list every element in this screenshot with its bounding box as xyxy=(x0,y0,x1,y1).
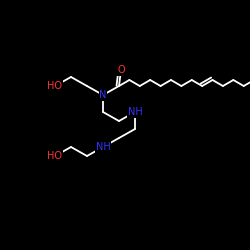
Text: HO: HO xyxy=(48,151,62,161)
Text: N: N xyxy=(99,90,107,100)
Text: O: O xyxy=(117,65,125,75)
Text: NH: NH xyxy=(128,107,142,117)
Text: NH: NH xyxy=(96,142,110,152)
Text: HO: HO xyxy=(48,81,62,91)
